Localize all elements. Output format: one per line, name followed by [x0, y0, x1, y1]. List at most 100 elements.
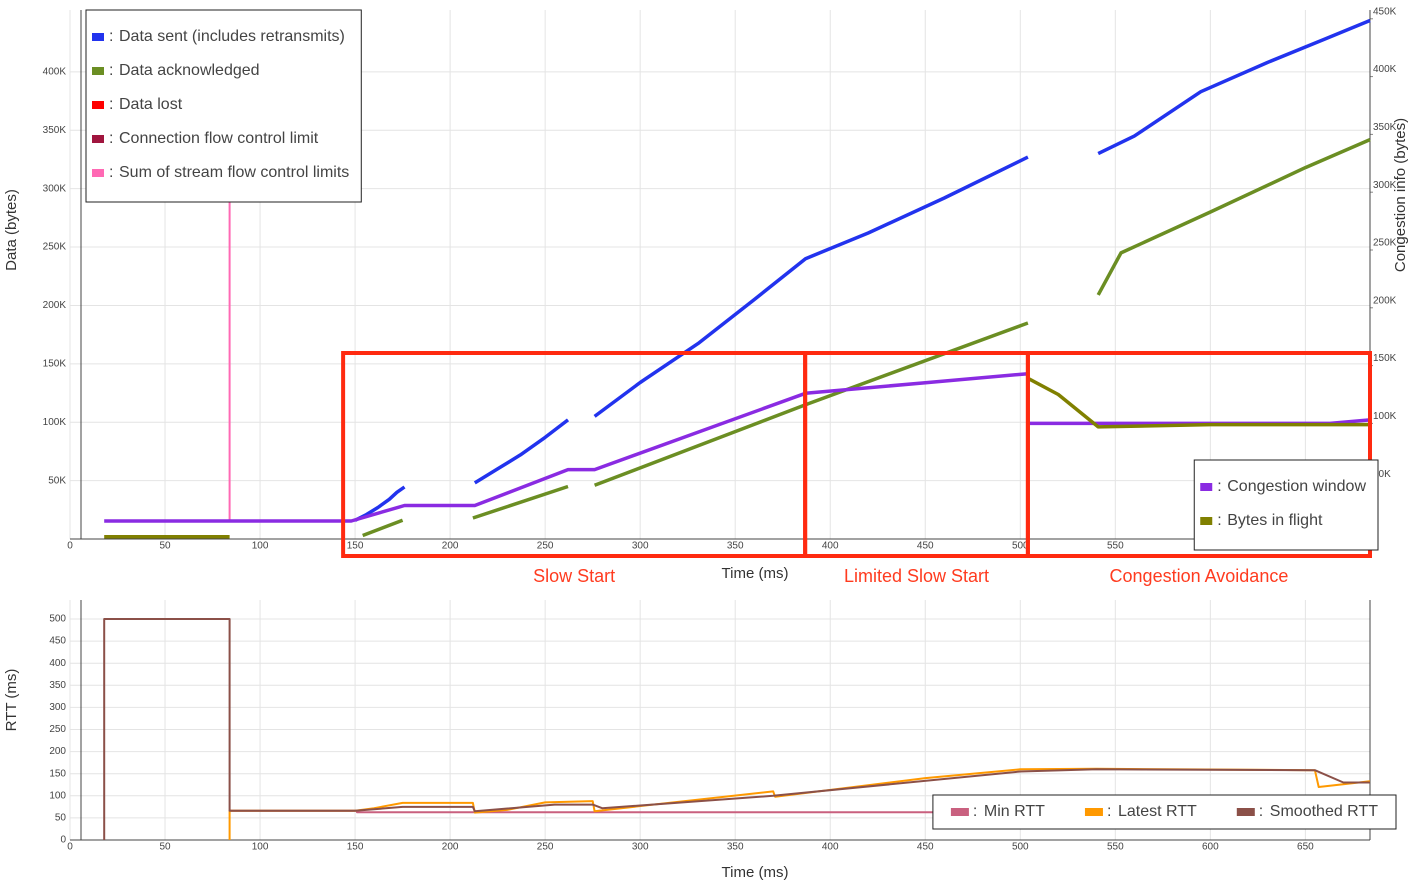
region-label: Limited Slow Start — [844, 566, 989, 586]
y-tick-label: 100 — [49, 790, 66, 801]
y-tick-label: 200 — [49, 746, 66, 757]
x-tick-label: 400 — [822, 842, 839, 853]
x-tick-label: 150 — [347, 541, 364, 552]
y-tick-label: 300K — [43, 183, 67, 194]
x-tick-label: 150 — [347, 842, 364, 853]
legend-label: Min RTT — [984, 803, 1045, 820]
y-tick-label: 100K — [43, 417, 67, 428]
series-line — [362, 137, 1371, 538]
y-tick-label: 250 — [49, 724, 66, 735]
region-box — [1025, 351, 1373, 558]
series-line — [354, 18, 1371, 522]
legend-box — [85, 9, 362, 203]
y2-title: Congestion info (bytes) — [1392, 118, 1409, 272]
y-tick-label: 200K — [43, 300, 67, 311]
x-title: Time (ms) — [722, 565, 789, 582]
x-tick-label: 500 — [1012, 842, 1029, 853]
y-tick-label: 400K — [43, 67, 67, 78]
region-label: Congestion Avoidance — [1110, 566, 1289, 586]
legend-swatch — [1084, 808, 1103, 816]
y-tick-label: 50K — [48, 475, 66, 486]
y2-tick-label: 200K — [1373, 295, 1397, 306]
legend-label: Latest RTT — [1118, 803, 1197, 820]
x-title: Time (ms) — [722, 864, 789, 881]
legend-label: Data acknowledged — [119, 62, 260, 79]
y2-tick-label: 450K — [1373, 6, 1397, 17]
x-tick-label: 300 — [632, 842, 649, 853]
legend-swatch — [92, 135, 104, 143]
legend-separator: : — [1217, 478, 1221, 495]
y-tick-label: 400 — [49, 658, 66, 669]
legend-label: Sum of stream flow control limits — [119, 164, 349, 181]
legend-separator: : — [973, 803, 977, 820]
y-tick-label: 0 — [60, 835, 66, 846]
region-box — [341, 351, 808, 558]
y-tick-label: 450 — [49, 636, 66, 647]
x-tick-label: 450 — [917, 842, 934, 853]
legend-label: Data lost — [119, 96, 183, 113]
y-tick-label: 150 — [49, 768, 66, 779]
legend-separator: : — [1259, 803, 1263, 820]
y-tick-label: 350 — [49, 680, 66, 691]
legend-label: Connection flow control limit — [119, 130, 319, 147]
y2-tick-label: 300K — [1373, 180, 1397, 191]
y-tick-label: 250K — [43, 242, 67, 253]
x-tick-label: 600 — [1202, 842, 1219, 853]
x-tick-label: 0 — [67, 541, 73, 552]
legend: : Congestion window: Bytes in flight — [1193, 459, 1379, 551]
region-label: Slow Start — [533, 566, 615, 586]
y2-tick-label: 100K — [1373, 411, 1397, 422]
legend-swatch — [92, 33, 104, 41]
x-tick-label: 200 — [442, 842, 459, 853]
x-tick-label: 550 — [1107, 541, 1124, 552]
legend-label: Smoothed RTT — [1270, 803, 1378, 820]
legend: : Data sent (includes retransmits): Data a… — [85, 9, 362, 203]
x-tick-label: 250 — [537, 842, 554, 853]
x-tick-label: 400 — [822, 541, 839, 552]
legend-swatch — [950, 808, 969, 816]
legend-swatch — [1200, 517, 1213, 525]
legend-box — [1193, 459, 1379, 551]
x-tick-label: 50 — [159, 842, 171, 853]
legend-separator: : — [109, 28, 113, 45]
legend-separator: : — [109, 62, 113, 79]
legend-swatch — [92, 169, 104, 177]
y-tick-label: 350K — [43, 125, 67, 136]
y-title: Data (bytes) — [3, 189, 20, 271]
x-tick-label: 50 — [159, 541, 171, 552]
x-tick-label: 100 — [252, 842, 269, 853]
y-tick-label: 150K — [43, 358, 67, 369]
legend-box — [932, 794, 1397, 830]
legend-swatch — [92, 67, 104, 75]
x-tick-label: 100 — [252, 541, 269, 552]
x-tick-label: 200 — [442, 541, 459, 552]
y-tick-label: 50 — [55, 813, 67, 824]
legend: : Min RTT: Latest RTT: Smoothed RTT — [932, 794, 1397, 830]
x-tick-label: 250 — [537, 541, 554, 552]
x-tick-label: 650 — [1297, 842, 1314, 853]
legend-label: Bytes in flight — [1227, 512, 1323, 529]
x-tick-label: 0 — [67, 842, 73, 853]
y-tick-label: 300 — [49, 702, 66, 713]
legend-separator: : — [1107, 803, 1111, 820]
legend-separator: : — [109, 164, 113, 181]
legend-separator: : — [1217, 512, 1221, 529]
legend-swatch — [1200, 483, 1213, 491]
y2-tick-label: 50K — [1373, 469, 1391, 480]
legend-swatch — [92, 101, 104, 109]
legend-separator: : — [109, 96, 113, 113]
series-line — [104, 376, 1370, 539]
series-line — [103, 618, 1370, 840]
y-tick-label: 500 — [49, 614, 66, 625]
y2-tick-label: 250K — [1373, 238, 1397, 249]
legend-separator: : — [109, 130, 113, 147]
series-line — [104, 371, 1371, 523]
x-tick-label: 550 — [1107, 842, 1124, 853]
y2-tick-label: 150K — [1373, 353, 1397, 364]
x-tick-label: 350 — [727, 842, 744, 853]
x-tick-label: 300 — [632, 541, 649, 552]
legend-swatch — [1236, 808, 1255, 816]
x-tick-label: 350 — [727, 541, 744, 552]
legend-label: Data sent (includes retransmits) — [119, 28, 345, 45]
